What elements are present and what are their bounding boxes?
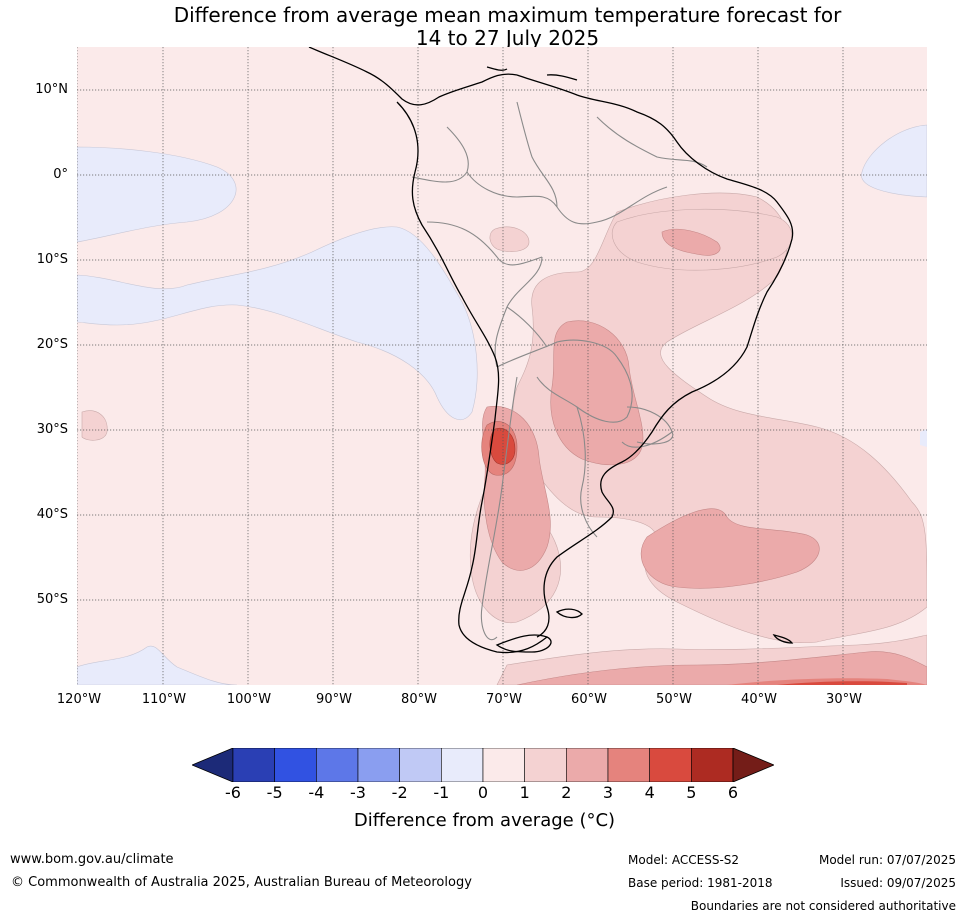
lon-label-80w: 80°W	[401, 692, 437, 707]
central-america-coast	[308, 47, 518, 106]
map-title: Difference from average mean maximum tem…	[0, 4, 965, 50]
colorbar-tick-label: -1	[433, 783, 450, 802]
website-text: www.bom.gov.au/climate	[10, 852, 174, 867]
south-america-coast	[396, 74, 794, 654]
issued-text: Issued: 09/07/2025	[840, 876, 956, 890]
negative-region-east-pacific	[77, 146, 237, 243]
colorbar-segment	[357, 748, 400, 782]
colorbar-segment	[607, 748, 650, 782]
base-period-text: Base period: 1981-2018	[628, 876, 773, 890]
colorbar-extend-low	[192, 748, 234, 782]
lon-label-90w: 90°W	[316, 692, 352, 707]
colorbar	[192, 748, 774, 782]
lat-label-30s: 30°S	[36, 422, 68, 437]
forecast-map	[77, 47, 927, 685]
colorbar-segment	[691, 748, 734, 782]
colorbar-tick-label: 5	[686, 783, 697, 802]
anomaly-2-3-region-south-band	[516, 651, 927, 685]
lat-label-10n: 10°N	[35, 82, 68, 97]
title-line-2: 14 to 27 July 2025	[415, 26, 600, 50]
colorbar-tick-label: 0	[477, 783, 489, 802]
colorbar-tick-label: 6	[727, 783, 739, 802]
country-borders	[411, 101, 708, 640]
graticule	[77, 47, 927, 685]
anomaly-1-2-region-amazon-spot	[489, 226, 530, 252]
anomaly-2-3-region-brazil-spot	[661, 228, 721, 256]
caribbean-islands	[486, 66, 578, 81]
coastlines	[308, 47, 794, 654]
lat-label-10s: 10°S	[36, 252, 68, 267]
colorbar-extend-high	[732, 748, 774, 782]
colorbar-segment	[316, 748, 359, 782]
model-run-text: Model run: 07/07/2025	[818, 853, 956, 867]
anomaly-4-5-region-south-band	[777, 681, 907, 685]
colorbar-segment	[232, 748, 275, 782]
model-text: Model: ACCESS-S2	[628, 853, 740, 867]
lat-label-0: 0°	[53, 167, 68, 182]
colorbar-tick-label: 2	[561, 783, 572, 802]
colorbar-segment	[399, 748, 442, 782]
colorbar-tick-label: 1	[519, 783, 530, 802]
negative-region-southeast-corner	[920, 429, 927, 447]
lon-label-120w: 120°W	[56, 692, 102, 707]
colorbar-segment	[274, 748, 317, 782]
anomaly-2-3-region-atlantic	[640, 508, 820, 589]
colorbar-tick-label: -5	[266, 783, 283, 802]
negative-region-southeast-pacific	[77, 226, 478, 420]
anomaly-1-2-region-pacific-spot	[81, 410, 108, 441]
lon-label-110w: 110°W	[141, 692, 187, 707]
colorbar-tick-label: -6	[225, 783, 241, 802]
falklands-coast	[555, 608, 583, 619]
lat-label-50s: 50°S	[36, 592, 68, 607]
copyright-text: © Commonwealth of Australia 2025, Austra…	[11, 875, 472, 890]
boundaries-disclaimer: Boundaries are not considered authoritat…	[690, 899, 956, 913]
colorbar-segment	[441, 748, 484, 782]
colorbar-segment	[649, 748, 692, 782]
lon-label-30w: 30°W	[826, 692, 862, 707]
anomaly-2-3-region-central	[550, 320, 644, 466]
lon-label-50w: 50°W	[656, 692, 692, 707]
lon-label-70w: 70°W	[486, 692, 522, 707]
colorbar-segment	[566, 748, 609, 782]
lon-label-100w: 100°W	[226, 692, 272, 707]
lon-label-60w: 60°W	[571, 692, 607, 707]
colorbar-segment	[524, 748, 567, 782]
colorbar-tick-label: -2	[391, 783, 408, 802]
negative-region-atlantic-north	[861, 124, 927, 198]
colorbar-label: Difference from average (°C)	[353, 810, 616, 831]
colorbar-tick-label: 3	[602, 783, 614, 802]
colorbar-segment	[482, 748, 525, 782]
title-line-1: Difference from average mean maximum tem…	[173, 3, 842, 27]
colorbar-tick-label: -4	[308, 783, 325, 802]
anomaly-1-2-region-continent	[512, 192, 927, 644]
colorbar-tick-label: -3	[350, 783, 366, 802]
tierra-del-fuego-coast	[495, 634, 552, 653]
lon-label-40w: 40°W	[741, 692, 777, 707]
colorbar-tick-label: 4	[644, 783, 655, 802]
south-georgia-coast	[772, 633, 794, 644]
lat-label-20s: 20°S	[36, 337, 68, 352]
negative-region-southwest	[77, 645, 238, 685]
lat-label-40s: 40°S	[36, 507, 68, 522]
